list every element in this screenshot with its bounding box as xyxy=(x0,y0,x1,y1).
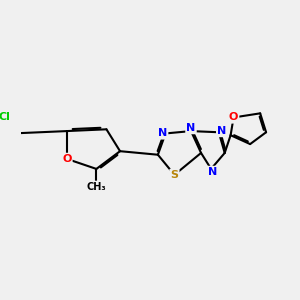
Text: N: N xyxy=(217,126,226,136)
Text: N: N xyxy=(208,167,217,177)
Text: S: S xyxy=(170,170,178,180)
Text: O: O xyxy=(62,154,71,164)
Text: Cl: Cl xyxy=(0,112,11,122)
Text: CH₃: CH₃ xyxy=(87,182,106,192)
Text: O: O xyxy=(229,112,238,122)
Text: N: N xyxy=(186,123,196,133)
Text: N: N xyxy=(158,128,167,138)
